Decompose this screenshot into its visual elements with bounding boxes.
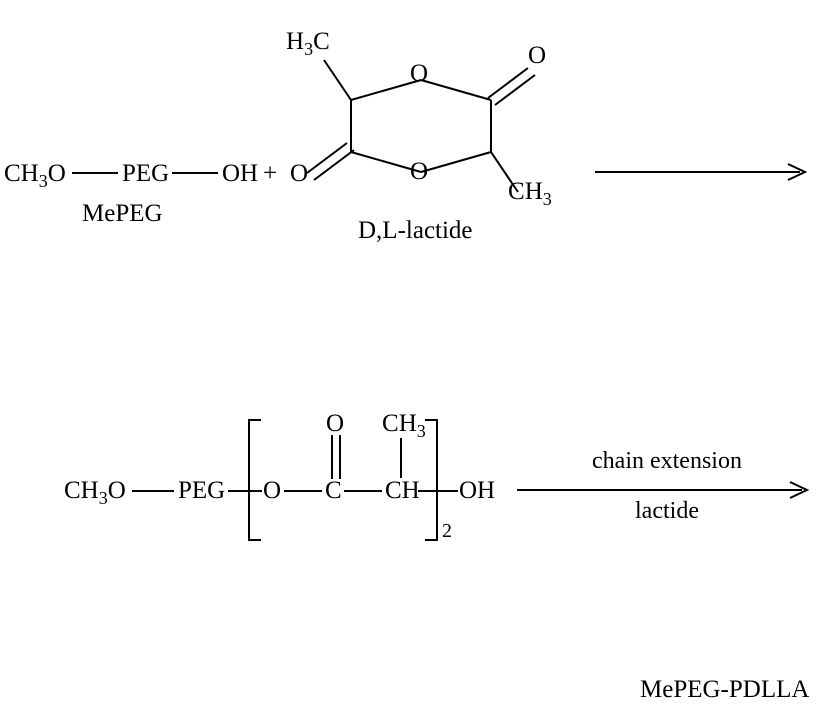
mepeg-formula: CH3O: [4, 160, 66, 188]
prod-ch3-branch: CH3: [382, 410, 426, 438]
sub3b: 3: [543, 189, 552, 209]
plus-sign: +: [263, 160, 277, 188]
bond-ch3o-peg: [72, 168, 118, 178]
peg-text: PEG: [122, 160, 169, 188]
prod-carbonyl-double: [326, 435, 346, 479]
lactide-h3c-topleft: H3C: [286, 28, 330, 56]
prod-ch3o: CH3O: [64, 477, 126, 505]
lactide-ring-o-bottom: O: [410, 158, 428, 186]
text-ch: CH: [4, 160, 39, 187]
h3: H: [399, 410, 417, 437]
o2: O: [108, 477, 126, 504]
prod-carbonyl-c: C: [325, 477, 342, 505]
prod-ch: CH: [385, 477, 420, 505]
prod-carbonyl-o: O: [326, 410, 344, 438]
lactide-carbonyl-o-tr: O: [528, 42, 546, 70]
bracket-subscript-2: 2: [442, 520, 452, 543]
lactide-ring-o-top: O: [410, 60, 428, 88]
bracket-open: [245, 418, 265, 542]
ch: CH: [64, 477, 99, 504]
h: H: [286, 28, 304, 55]
reaction-arrow-2: [517, 480, 815, 500]
mepeg-label: MePEG: [82, 200, 163, 228]
sub-3: 3: [39, 171, 48, 191]
prod-peg: PEG: [178, 477, 225, 505]
oh-text: OH: [222, 160, 258, 188]
sub3: 3: [304, 39, 313, 59]
bond-peg-oh: [172, 168, 218, 178]
dl-lactide-label: D,L-lactide: [358, 217, 473, 245]
bond-prod-4: [344, 486, 382, 496]
reaction-arrow-1: [595, 162, 813, 182]
s3: 3: [99, 488, 108, 508]
bond-prod-1: [132, 486, 174, 496]
bond-prod-5: [418, 486, 458, 496]
final-product-label: MePEG-PDLLA: [640, 676, 809, 704]
text-o: O: [48, 160, 66, 187]
c: C: [313, 28, 330, 55]
lactide-carbonyl-o-bl: O: [290, 160, 308, 188]
bond-prod-3: [284, 486, 322, 496]
prod-ester-o: O: [263, 477, 281, 505]
bond-prod-ch-ch3: [396, 438, 406, 478]
c2: C: [508, 178, 525, 205]
lactide-ch3-bottomright: CH3: [508, 178, 552, 206]
h2: H: [525, 178, 543, 205]
arrow2-above-text: chain extension: [572, 448, 762, 475]
prod-oh: OH: [459, 477, 495, 505]
arrow2-below-text: lactide: [572, 498, 762, 525]
bracket-close: [423, 418, 443, 542]
c3: C: [382, 410, 399, 437]
